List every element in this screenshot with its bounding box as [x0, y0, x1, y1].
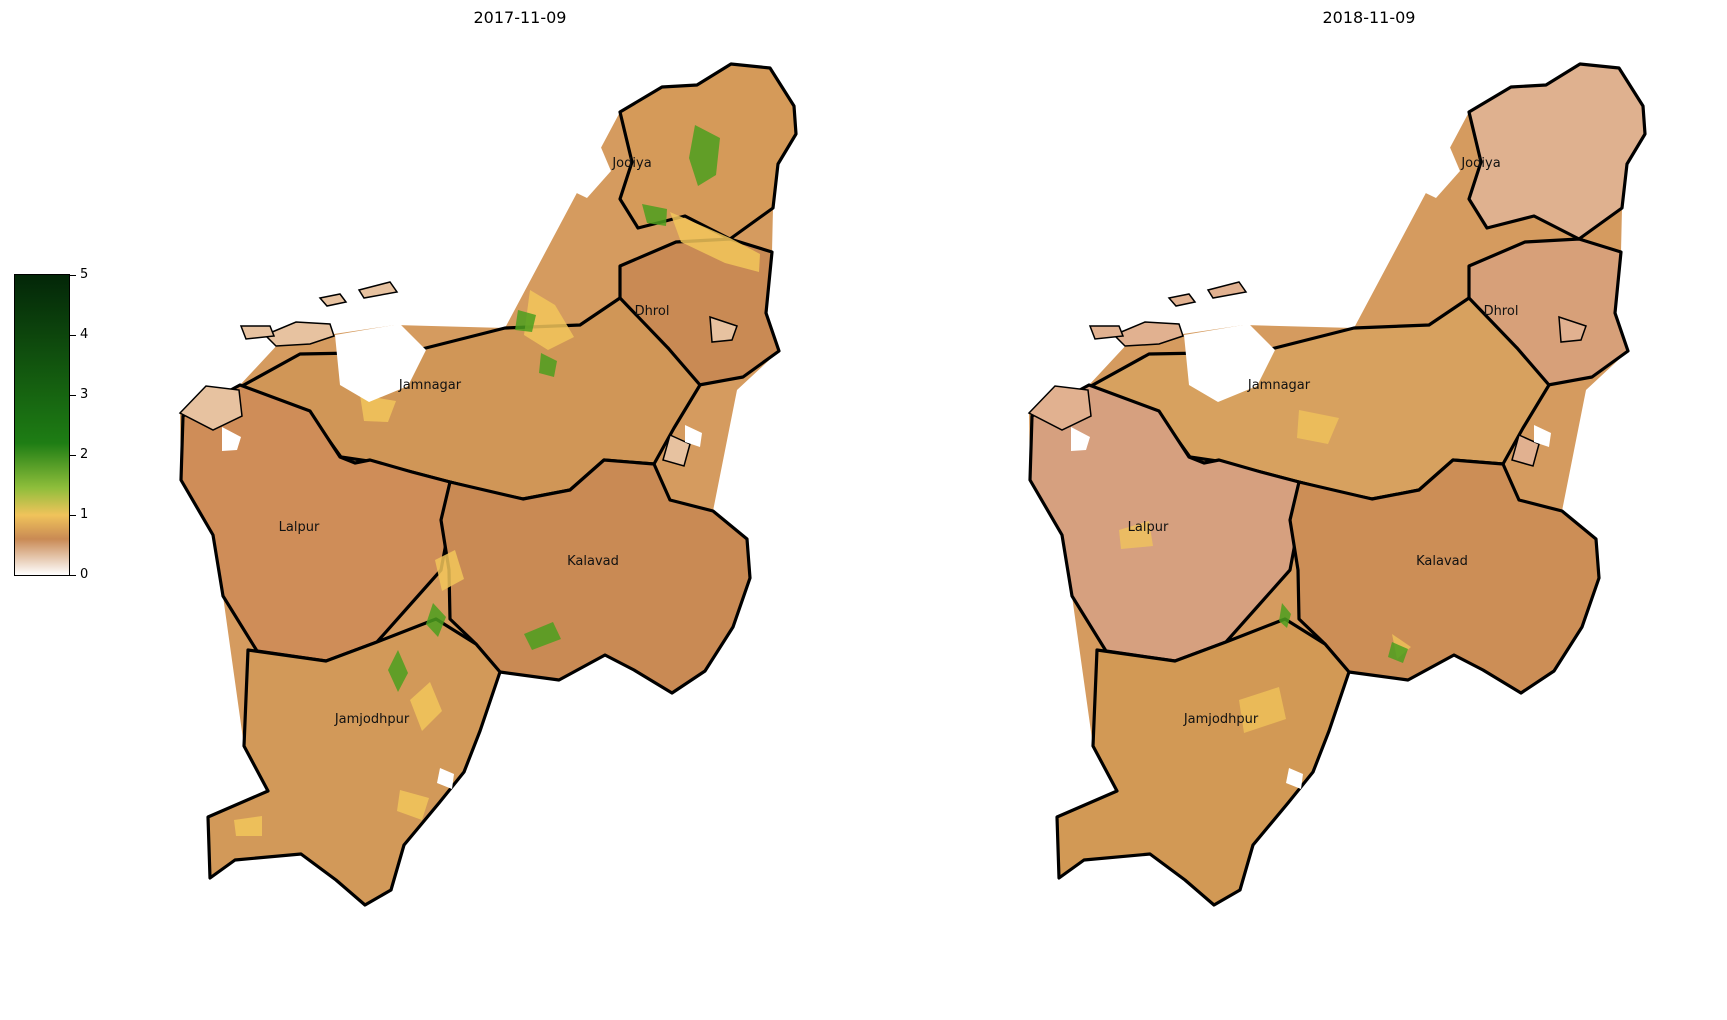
no-data-gap [335, 324, 426, 402]
green-vegetation-patch [388, 650, 408, 692]
colorbar-tick [70, 455, 76, 456]
coastal-fragment [1558, 315, 1587, 343]
right-map: Jodiya Dhrol Jamnagar Lalpur Kalavad Jamjodhp… [1027, 62, 1647, 907]
yellow-vegetation-patch [670, 212, 760, 272]
coastal-fragment [1206, 281, 1248, 299]
district-kalavad [439, 458, 752, 695]
yellow-vegetation-patch [1119, 521, 1153, 549]
coastal-fragment [263, 321, 335, 347]
no-data-gap [222, 427, 241, 451]
yellow-vegetation-patch [524, 290, 574, 350]
district-jamjodhpur [206, 617, 502, 907]
coastal-fragment [1511, 433, 1540, 467]
colorbar-tick-label: 3 [80, 387, 89, 402]
coastal-fragment [318, 293, 348, 307]
no-data-gap [1286, 768, 1303, 789]
no-data-gap [560, 138, 611, 198]
green-vegetation-patch [689, 125, 720, 186]
district-label-jamnagar: Jamnagar [1247, 378, 1311, 393]
district-label-jamnagar: Jamnagar [398, 378, 462, 393]
coastal-fragment [662, 433, 691, 467]
colorbar-gradient [14, 274, 70, 576]
right-map-title: 2018-11-09 [1322, 8, 1416, 27]
district-jodiya [1467, 62, 1647, 241]
green-vegetation-patch [1388, 642, 1408, 663]
green-vegetation-patch [524, 622, 561, 650]
yellow-vegetation-patch [234, 816, 262, 836]
coastal-fragment [709, 315, 738, 343]
district-label-jodiya: Jodiya [611, 156, 651, 171]
district-label-lalpur: Lalpur [1128, 520, 1169, 535]
district-label-jamjodhpur: Jamjodhpur [334, 712, 410, 727]
colorbar-tick [70, 395, 76, 396]
colorbar-tick-label: 4 [80, 327, 89, 342]
district-kalavad [1288, 458, 1601, 695]
green-vegetation-patch [426, 603, 446, 637]
district-jamjodhpur [1055, 617, 1351, 907]
district-label-kalavad: Kalavad [1416, 554, 1468, 569]
district-label-kalavad: Kalavad [567, 554, 619, 569]
green-vegetation-patch [539, 353, 557, 377]
colorbar-tick-label: 2 [80, 447, 89, 462]
district-label-jamjodhpur: Jamjodhpur [1183, 712, 1259, 727]
no-data-gap [1409, 138, 1460, 198]
district-label-dhrol: Dhrol [635, 304, 670, 319]
coastal-fragment [1112, 321, 1184, 347]
colorbar-tick [70, 275, 76, 276]
coastal-fragment [1167, 293, 1197, 307]
yellow-vegetation-patch [397, 790, 429, 820]
colorbar-tick [70, 335, 76, 336]
yellow-vegetation-patch [1239, 687, 1286, 733]
district-label-lalpur: Lalpur [279, 520, 320, 535]
yellow-vegetation-patch [410, 682, 442, 731]
district-label-dhrol: Dhrol [1484, 304, 1519, 319]
coastal-fragment [357, 281, 399, 299]
colorbar-tick-label: 0 [80, 567, 89, 582]
yellow-vegetation-patch [435, 550, 464, 591]
left-map: Jodiya Dhrol Jamnagar Lalpur Kalavad Jamjodhp… [178, 62, 798, 907]
coastal-fragment [1027, 385, 1092, 431]
coastal-fragment [239, 325, 276, 340]
left-map-title: 2017-11-09 [473, 8, 567, 27]
district-label-jodiya: Jodiya [1460, 156, 1500, 171]
coastal-fragment [1088, 325, 1125, 340]
coastal-fragment [178, 385, 243, 431]
green-vegetation-patch [515, 310, 536, 332]
colorbar-tick [70, 575, 76, 576]
green-vegetation-patch [1279, 603, 1291, 628]
no-data-gap [1534, 425, 1551, 447]
no-data-gap [685, 425, 702, 447]
colorbar-tick-label: 5 [80, 267, 89, 282]
colorbar-tick [70, 515, 76, 516]
colorbar-tick-label: 1 [80, 507, 89, 522]
colorbar: 0 1 2 3 4 5 [14, 268, 88, 582]
no-data-gap [1184, 324, 1275, 402]
green-vegetation-patch [642, 204, 667, 226]
yellow-vegetation-patch [1297, 410, 1339, 444]
no-data-gap [1071, 427, 1090, 451]
no-data-gap [437, 768, 454, 789]
